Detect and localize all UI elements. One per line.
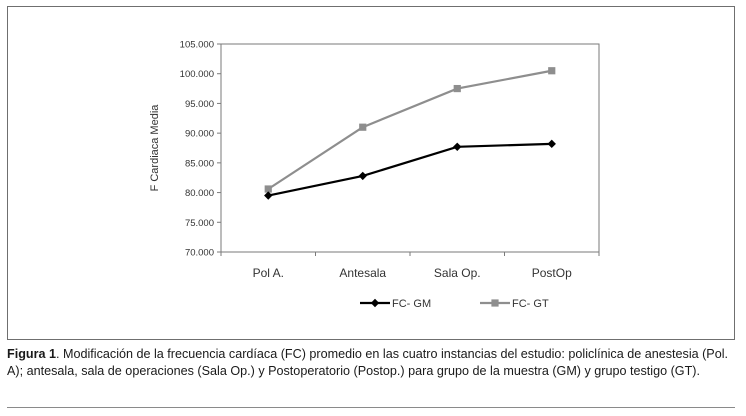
legend-label: FC- GM — [392, 298, 431, 310]
data-point — [548, 67, 556, 75]
data-point — [359, 123, 367, 131]
bottom-rule — [7, 407, 735, 408]
data-point — [453, 142, 462, 152]
y-tick-label: 90.000 — [185, 129, 214, 140]
caption-label: Figura 1 — [7, 347, 56, 361]
chart-axes — [220, 43, 600, 253]
data-point — [547, 139, 556, 149]
y-tick-label: 85.000 — [185, 158, 214, 169]
chart-legend: FC- GM FC- GT — [360, 298, 549, 310]
plot-area-border — [220, 43, 600, 253]
data-point — [358, 171, 367, 181]
legend-marker — [370, 298, 380, 308]
y-tick-label: 95.000 — [185, 99, 214, 110]
y-tick-label: 70.000 — [185, 248, 214, 259]
series-line — [268, 142, 552, 197]
legend-marker — [491, 299, 499, 307]
line-chart: 70.000 75.000 80.000 85.000 90.000 95.000 100.… — [149, 40, 600, 310]
y-tick-label: 75.000 — [185, 218, 214, 229]
y-tick-label: 80.000 — [185, 188, 214, 199]
series-group — [264, 67, 556, 200]
x-tick-label: Antesala — [339, 266, 386, 280]
x-tick-label: PostOp — [532, 266, 572, 280]
y-tick-label: 105.000 — [180, 40, 214, 51]
x-tick-label: Sala Op. — [434, 266, 481, 280]
chart-frame: 70.000 75.000 80.000 85.000 90.000 95.000 100.… — [7, 6, 735, 340]
x-tick-label: Pol A. — [253, 266, 284, 280]
data-point — [264, 185, 272, 193]
legend-label: FC- GT — [512, 298, 549, 310]
data-point — [453, 84, 461, 93]
x-axis-ticks: Pol A. Antesala Sala Op. PostOp — [220, 252, 600, 280]
series-fc-gt — [264, 67, 556, 193]
series-line — [267, 69, 552, 190]
series-fc-gm — [264, 139, 556, 200]
data-point — [264, 191, 273, 200]
figure-caption: Figura 1. Modificación de la frecuencia … — [7, 346, 735, 380]
y-axis-label: F Cardiaca Media — [149, 104, 161, 192]
caption-text: . Modificación de la frecuencia cardíaca… — [7, 347, 729, 378]
legend-item: FC- GT — [480, 298, 549, 310]
y-tick-label: 100.000 — [180, 69, 214, 80]
legend-item: FC- GM — [360, 298, 431, 310]
y-axis-ticks: 70.000 75.000 80.000 85.000 90.000 95.000 100.… — [180, 40, 221, 259]
